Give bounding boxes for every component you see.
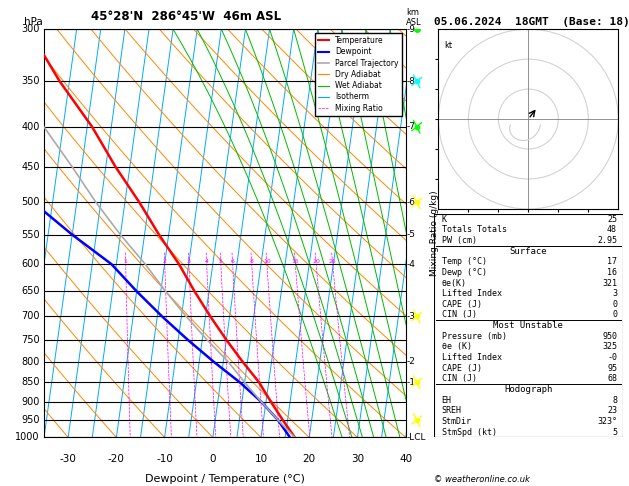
Text: PW (cm): PW (cm)	[442, 236, 477, 245]
Text: hPa: hPa	[24, 17, 43, 27]
Text: -7: -7	[406, 122, 415, 131]
Text: 750: 750	[21, 335, 40, 345]
Text: EH: EH	[442, 396, 452, 405]
Text: 20: 20	[312, 259, 320, 264]
Text: 5: 5	[612, 428, 617, 436]
Text: 40: 40	[399, 454, 412, 464]
Text: -30: -30	[60, 454, 77, 464]
Text: 950: 950	[21, 415, 40, 425]
Text: -4: -4	[406, 260, 415, 269]
Text: 25: 25	[607, 215, 617, 224]
Text: 17: 17	[607, 257, 617, 266]
Text: 8: 8	[612, 396, 617, 405]
Text: -3: -3	[406, 312, 415, 321]
Text: -10: -10	[156, 454, 173, 464]
Text: 500: 500	[21, 197, 40, 208]
Text: 10: 10	[255, 454, 267, 464]
Text: 325: 325	[602, 343, 617, 351]
Text: 2.95: 2.95	[597, 236, 617, 245]
Text: 800: 800	[21, 357, 40, 367]
Text: km
ASL: km ASL	[406, 8, 422, 27]
Text: Hodograph: Hodograph	[504, 385, 552, 394]
Text: kt: kt	[445, 41, 453, 50]
Text: 16: 16	[607, 268, 617, 277]
Text: 323°: 323°	[597, 417, 617, 426]
Text: 0: 0	[612, 300, 617, 309]
Text: -5: -5	[406, 230, 415, 239]
Text: 900: 900	[21, 397, 40, 407]
Text: 1: 1	[124, 259, 128, 264]
Text: 48: 48	[607, 226, 617, 234]
Text: Pressure (mb): Pressure (mb)	[442, 332, 506, 341]
Text: -6: -6	[406, 198, 415, 207]
Text: 3: 3	[612, 289, 617, 298]
Text: © weatheronline.co.uk: © weatheronline.co.uk	[434, 474, 530, 484]
Text: 0: 0	[209, 454, 216, 464]
Text: -1: -1	[406, 378, 415, 387]
Text: 3: 3	[187, 259, 191, 264]
Text: Surface: Surface	[509, 246, 547, 256]
Legend: Temperature, Dewpoint, Parcel Trajectory, Dry Adiabat, Wet Adiabat, Isotherm, Mi: Temperature, Dewpoint, Parcel Trajectory…	[314, 33, 402, 116]
Text: 95: 95	[607, 364, 617, 373]
Text: -8: -8	[406, 77, 415, 86]
Text: CIN (J): CIN (J)	[442, 374, 477, 383]
Text: Dewp (°C): Dewp (°C)	[442, 268, 487, 277]
Text: 300: 300	[21, 24, 40, 34]
Text: 6: 6	[231, 259, 235, 264]
Text: 20: 20	[303, 454, 316, 464]
Text: 1000: 1000	[15, 433, 40, 442]
Text: 850: 850	[21, 377, 40, 387]
Text: 8: 8	[250, 259, 253, 264]
Text: -LCL: -LCL	[406, 433, 426, 442]
Text: 4: 4	[204, 259, 209, 264]
Text: CAPE (J): CAPE (J)	[442, 364, 482, 373]
Text: StmDir: StmDir	[442, 417, 472, 426]
Text: 600: 600	[21, 259, 40, 269]
Text: 400: 400	[21, 122, 40, 132]
Text: θe(K): θe(K)	[442, 278, 467, 288]
Text: θe (K): θe (K)	[442, 343, 472, 351]
Text: 15: 15	[291, 259, 299, 264]
Text: 5: 5	[219, 259, 223, 264]
Text: 350: 350	[21, 76, 40, 87]
Text: CAPE (J): CAPE (J)	[442, 300, 482, 309]
Text: 650: 650	[21, 286, 40, 296]
Text: 950: 950	[602, 332, 617, 341]
Text: 05.06.2024  18GMT  (Base: 18): 05.06.2024 18GMT (Base: 18)	[434, 17, 629, 27]
Text: Totals Totals: Totals Totals	[442, 226, 506, 234]
Text: StmSpd (kt): StmSpd (kt)	[442, 428, 496, 436]
Text: 23: 23	[607, 406, 617, 415]
Text: CIN (J): CIN (J)	[442, 311, 477, 319]
Text: Mixing Ratio (g/kg): Mixing Ratio (g/kg)	[430, 191, 439, 276]
Text: 550: 550	[21, 230, 40, 240]
Text: 10: 10	[263, 259, 270, 264]
Text: SREH: SREH	[442, 406, 462, 415]
Text: 2: 2	[163, 259, 167, 264]
Text: 45°28'N  286°45'W  46m ASL: 45°28'N 286°45'W 46m ASL	[91, 10, 281, 23]
Text: Dewpoint / Temperature (°C): Dewpoint / Temperature (°C)	[145, 474, 305, 484]
Text: 450: 450	[21, 162, 40, 172]
Text: 700: 700	[21, 312, 40, 321]
Text: -9: -9	[406, 25, 415, 34]
Text: 0: 0	[612, 311, 617, 319]
Text: -2: -2	[406, 357, 415, 366]
Text: K: K	[442, 215, 447, 224]
Text: 68: 68	[607, 374, 617, 383]
Text: 30: 30	[351, 454, 364, 464]
Text: Temp (°C): Temp (°C)	[442, 257, 487, 266]
Text: Lifted Index: Lifted Index	[442, 289, 501, 298]
Text: 321: 321	[602, 278, 617, 288]
Text: Lifted Index: Lifted Index	[442, 353, 501, 362]
Text: 25: 25	[329, 259, 337, 264]
Text: -20: -20	[108, 454, 125, 464]
Text: -0: -0	[607, 353, 617, 362]
Text: Most Unstable: Most Unstable	[493, 321, 564, 330]
